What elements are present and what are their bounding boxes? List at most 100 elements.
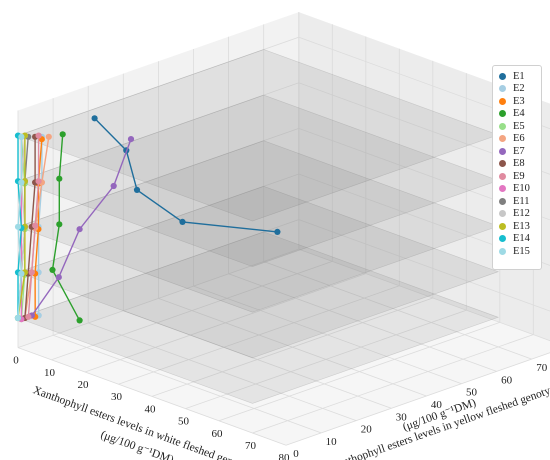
legend-marker (499, 97, 506, 105)
legend-label: E6 (513, 133, 525, 145)
legend-label: E14 (513, 233, 530, 245)
grid-line (193, 285, 462, 385)
data-point (49, 266, 56, 273)
legend-item-e14: E14 (499, 233, 541, 246)
series-e4 (49, 131, 83, 324)
data-point (76, 226, 83, 233)
legend-item-e1: E1 (499, 70, 541, 83)
legend-label: E2 (513, 83, 525, 95)
data-point (14, 314, 22, 322)
legend-item-e15: E15 (499, 245, 541, 258)
data-point (32, 222, 39, 229)
x-tick-label: 30 (111, 391, 123, 403)
back-pane-right (298, 12, 550, 341)
y-tick-label: 60 (501, 374, 513, 386)
x-tick-label: 70 (245, 440, 257, 452)
legend-label: E5 (513, 120, 525, 132)
x-tick-label: 80 (279, 452, 291, 460)
legend-label: E7 (513, 145, 525, 157)
legend-label: E4 (513, 108, 525, 120)
grid-line (252, 334, 534, 434)
legend-item-e2: E2 (499, 83, 541, 96)
legend-marker (499, 222, 506, 230)
data-point (14, 223, 22, 230)
legend-marker (499, 235, 506, 243)
y-tick-label: 50 (466, 387, 478, 399)
y-tick-label: 10 (326, 436, 338, 448)
data-point (18, 270, 25, 277)
legend-marker (499, 210, 506, 218)
legend-item-e13: E13 (499, 220, 541, 233)
data-point (59, 131, 66, 138)
legend-item-e12: E12 (499, 208, 541, 221)
legend-marker (499, 122, 506, 130)
data-point (91, 115, 98, 122)
legend-marker (499, 110, 506, 118)
data-point (35, 132, 42, 139)
data-point (45, 133, 52, 140)
grid-line (17, 36, 550, 136)
y-tick-label: 0 (293, 448, 299, 460)
grid-line (228, 273, 497, 372)
x-tick-label: 60 (212, 428, 224, 440)
legend-item-e8: E8 (499, 158, 541, 171)
data-point (274, 228, 281, 235)
legend-item-e6: E6 (499, 133, 541, 146)
data-point (35, 178, 42, 185)
legend-label: E15 (513, 245, 530, 257)
legend-item-e11: E11 (499, 195, 541, 208)
legend-label: E9 (513, 170, 525, 182)
legend-marker (499, 160, 506, 168)
grid-line (263, 261, 532, 360)
legend-label: E1 (513, 70, 525, 82)
legend-item-e3: E3 (499, 95, 541, 108)
y-tick-label: 30 (396, 411, 408, 423)
data-point (56, 175, 63, 182)
x-tick-label: 50 (178, 416, 190, 428)
data-point (18, 179, 25, 186)
legend-item-e9: E9 (499, 170, 541, 183)
legend-item-e7: E7 (499, 145, 541, 158)
legend-marker (499, 72, 506, 80)
y-tick-label: 20 (361, 424, 373, 436)
data-point (55, 274, 62, 281)
x-tick-label: 10 (44, 367, 56, 379)
legend-item-e10: E10 (499, 183, 541, 196)
legend-label: E12 (513, 208, 530, 220)
legend-marker (499, 147, 506, 155)
x-tick-label: 40 (145, 403, 157, 415)
legend-item-e5: E5 (499, 120, 541, 133)
series-e9 (25, 132, 42, 320)
data-point (25, 313, 32, 320)
data-point (18, 133, 25, 140)
y-tick-label: 70 (536, 362, 548, 374)
data-point (133, 186, 141, 193)
y-tick-label: 40 (431, 399, 443, 411)
stage-plane-1 (17, 231, 500, 404)
legend-label: E10 (513, 183, 530, 195)
grid-line (285, 352, 550, 446)
data-point (127, 136, 135, 143)
floor-pane (18, 249, 550, 446)
grid-line (17, 219, 550, 319)
legend-label: E3 (513, 95, 525, 107)
tick-labels: 0102030405060708001020304050607080Stage … (13, 355, 548, 460)
grid-line (298, 248, 550, 342)
data-point (56, 221, 63, 228)
stage-planes (17, 49, 500, 404)
legend: E1 E2 E3 E4 E5 E6 E7 E8 E9 E10 E11 E12 E13 E14 E15 (492, 65, 542, 270)
grid-line (158, 298, 427, 397)
data-point (28, 269, 35, 276)
x-tick-label: 0 (13, 355, 19, 367)
grid-line (17, 82, 550, 182)
legend-label: E11 (513, 195, 530, 207)
legend-marker (499, 85, 506, 93)
legend-marker (499, 185, 506, 193)
grid-line (218, 322, 500, 422)
stage-plane-2 (17, 185, 500, 359)
data-point (179, 218, 186, 225)
grid-line (17, 127, 550, 228)
legend-marker (499, 197, 506, 205)
grid-line (185, 309, 467, 409)
